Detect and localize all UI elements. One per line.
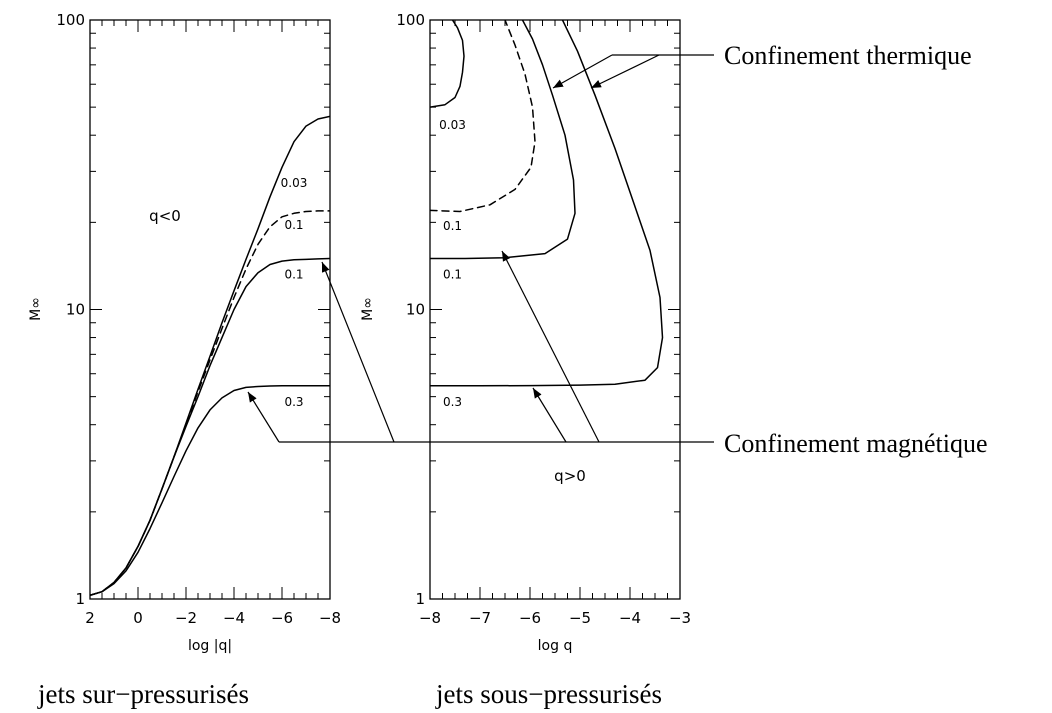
right-curve-label-1: 0.03 bbox=[439, 118, 466, 132]
magnetic-arrow-3 bbox=[532, 387, 567, 443]
right-y-tick-label: 100 bbox=[396, 11, 425, 29]
right-caption: jets sous−pressurisés bbox=[435, 679, 662, 709]
left-x-axis-label: log |q| bbox=[188, 638, 232, 654]
left-ticks: 0.03 0.1 0.1 0.3 2 0 −2 −4 −6 −8 1 10 100 bbox=[56, 11, 341, 627]
left-y-tick-label: 100 bbox=[56, 11, 85, 29]
left-panel: 0.03 0.1 0.1 0.3 2 0 −2 −4 −6 −8 1 10 100 log |q| M∞… bbox=[28, 11, 341, 709]
left-caption: jets sur−pressurisés bbox=[37, 679, 249, 709]
thermal-arrow-1 bbox=[552, 54, 613, 89]
left-x-tick-label: 2 bbox=[85, 609, 95, 627]
left-curve-label-4: 0.3 bbox=[284, 395, 303, 409]
annotation-thermal: Confinement thermique bbox=[552, 41, 972, 89]
right-curve-3 bbox=[430, 20, 576, 260]
left-curve-label-1: 0.03 bbox=[281, 176, 308, 190]
left-x-tick-label: 0 bbox=[133, 609, 143, 627]
right-x-tick-label: −5 bbox=[569, 609, 591, 627]
right-curve-label-4: 0.3 bbox=[443, 395, 462, 409]
thermal-arrow-2 bbox=[590, 54, 660, 89]
right-curve-1 bbox=[430, 20, 465, 108]
right-curves bbox=[430, 20, 664, 387]
right-x-tick-label: −4 bbox=[619, 609, 641, 627]
right-x-tick-label: −7 bbox=[469, 609, 491, 627]
left-curve-3 bbox=[90, 257, 330, 597]
left-x-tick-label: −4 bbox=[223, 609, 245, 627]
right-panel: 0.03 0.1 0.1 0.3 −8 −7 −6 −5 −4 −3 1 10 100 log q M∞… bbox=[360, 11, 691, 709]
left-y-axis-label: M∞ bbox=[28, 297, 44, 321]
left-plot-frame bbox=[89, 19, 331, 600]
right-plot-frame bbox=[429, 19, 681, 600]
thermal-annotation-text: Confinement thermique bbox=[724, 41, 972, 70]
left-curve-label-2: 0.1 bbox=[284, 218, 303, 232]
left-x-tick-label: −8 bbox=[319, 609, 341, 627]
left-y-tick-label: 10 bbox=[66, 301, 85, 319]
right-x-axis-label: log q bbox=[538, 638, 573, 654]
right-y-tick-label: 1 bbox=[415, 590, 425, 608]
left-x-tick-label: −6 bbox=[271, 609, 293, 627]
left-x-tick-label: −2 bbox=[175, 609, 197, 627]
annotation-magnetic: Confinement magnétique bbox=[247, 250, 988, 458]
left-curve-label-3: 0.1 bbox=[284, 267, 303, 281]
magnetic-arrow-2 bbox=[321, 261, 395, 443]
right-curve-label-3: 0.1 bbox=[443, 267, 462, 281]
right-curve-2 bbox=[430, 20, 536, 213]
right-y-tick-label: 10 bbox=[406, 301, 425, 319]
right-x-tick-label: −3 bbox=[669, 609, 691, 627]
right-y-axis-label: M∞ bbox=[360, 297, 376, 321]
magnetic-annotation-text: Confinement magnétique bbox=[724, 429, 988, 458]
right-region-label: q>0 bbox=[554, 467, 586, 485]
right-x-tick-label: −6 bbox=[519, 609, 541, 627]
left-curves bbox=[90, 115, 330, 597]
left-curve-4 bbox=[90, 385, 330, 597]
left-y-tick-label: 1 bbox=[75, 590, 85, 608]
magnetic-arrow-1 bbox=[247, 391, 280, 443]
right-curve-4 bbox=[430, 20, 664, 387]
right-x-tick-label: −8 bbox=[419, 609, 441, 627]
left-region-label: q<0 bbox=[149, 207, 181, 225]
right-ticks: 0.03 0.1 0.1 0.3 −8 −7 −6 −5 −4 −3 1 10 100 bbox=[396, 11, 691, 627]
right-curve-label-2: 0.1 bbox=[443, 219, 462, 233]
magnetic-arrow-4 bbox=[501, 250, 600, 443]
